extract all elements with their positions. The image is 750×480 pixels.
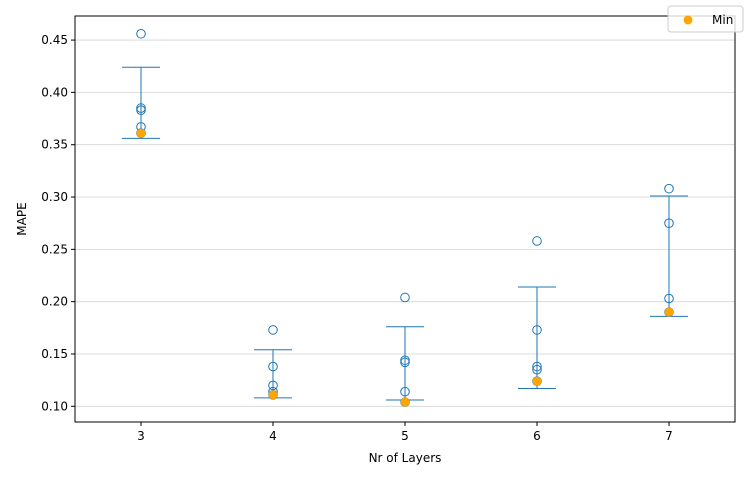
data-point	[532, 361, 542, 372]
x-axis-label: Nr of Layers	[369, 451, 442, 465]
data-point	[268, 380, 278, 391]
y-tick-label: 0.25	[41, 242, 68, 256]
min-point	[400, 397, 410, 407]
min-point	[532, 376, 542, 386]
y-tick-label: 0.10	[41, 399, 68, 413]
min-point	[664, 307, 674, 317]
y-axis-label: MAPE	[15, 202, 29, 235]
data-point	[532, 364, 542, 375]
data-point	[532, 236, 542, 246]
y-tick-label: 0.30	[41, 190, 68, 204]
data-point	[136, 28, 146, 39]
y-tick-label: 0.15	[41, 347, 68, 361]
data-point	[400, 357, 410, 368]
error-bars	[122, 66, 688, 401]
data-point	[664, 183, 674, 194]
x-tick-label: 3	[137, 429, 145, 443]
x-axis-ticks: 3 4 5 6 7	[137, 422, 673, 443]
x-tick-label: 5	[401, 429, 409, 443]
legend-box	[667, 5, 744, 33]
legend: Min	[667, 5, 744, 33]
x-tick-label: 7	[665, 429, 673, 443]
data-point	[400, 386, 410, 397]
y-axis-ticks: 0.10 0.15 0.20 0.25 0.30 0.35 0.40 0.45	[41, 33, 75, 413]
x-tick-label: 4	[269, 429, 277, 443]
y-tick-label: 0.35	[41, 138, 68, 152]
y-tick-label: 0.40	[41, 85, 68, 99]
data-point	[400, 292, 410, 303]
min-points	[136, 128, 674, 407]
y-tick-label: 0.45	[41, 33, 68, 47]
data-point	[664, 218, 674, 228]
data-point	[532, 325, 542, 335]
x-tick-label: 6	[533, 429, 541, 443]
legend-marker-min	[683, 15, 693, 25]
y-tick-label: 0.20	[41, 295, 68, 309]
data-point	[268, 325, 278, 335]
min-point	[136, 128, 146, 138]
min-point	[268, 390, 278, 400]
data-point	[268, 361, 278, 372]
data-point	[664, 293, 674, 304]
data-point	[136, 105, 146, 115]
legend-label-min: Min	[712, 13, 733, 27]
